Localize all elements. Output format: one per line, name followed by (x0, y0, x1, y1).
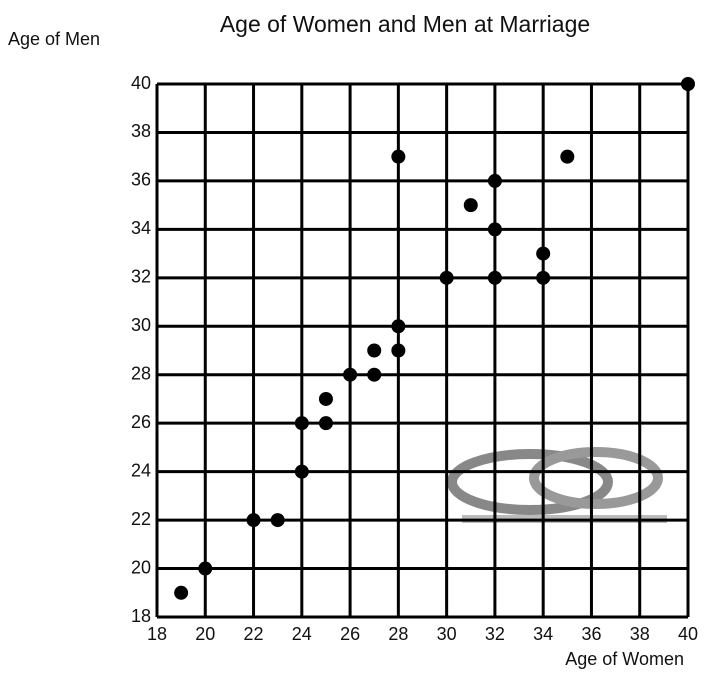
point (487, 222, 502, 237)
y-tick-label: 26 (131, 412, 151, 432)
y-tick-label: 24 (131, 460, 151, 480)
point (536, 270, 551, 285)
y-tick-label: 20 (131, 557, 151, 577)
chart-title: Age of Women and Men at Marriage (220, 11, 590, 37)
y-tick-label: 28 (131, 363, 151, 383)
y-tick-label: 30 (131, 315, 151, 335)
y-axis-label: Age of Men (8, 29, 100, 49)
point (174, 585, 189, 600)
y-tick-label: 34 (131, 218, 151, 238)
x-tick-label: 34 (533, 624, 553, 644)
y-tick-label: 22 (131, 509, 151, 529)
point (318, 391, 333, 406)
point (391, 319, 406, 334)
x-tick-label: 36 (581, 624, 601, 644)
y-tick-label: 40 (131, 73, 151, 93)
x-tick-label: 18 (147, 624, 167, 644)
x-tick-label: 40 (678, 624, 698, 644)
point (294, 464, 309, 479)
x-tick-label: 32 (485, 624, 505, 644)
point (294, 416, 309, 431)
y-tick-label: 18 (131, 606, 151, 626)
y-tick-label: 32 (131, 267, 151, 287)
x-tick-label: 22 (244, 624, 264, 644)
point (391, 149, 406, 164)
x-tick-label: 38 (630, 624, 650, 644)
x-tick-label: 20 (195, 624, 215, 644)
point (318, 416, 333, 431)
point (536, 246, 551, 261)
point (198, 561, 213, 576)
x-tick-label: 28 (388, 624, 408, 644)
point (367, 367, 382, 382)
point (391, 343, 406, 358)
y-tick-label: 38 (131, 121, 151, 141)
x-tick-label: 24 (292, 624, 312, 644)
point (560, 149, 575, 164)
point (367, 343, 382, 358)
point (463, 198, 478, 213)
point (439, 270, 454, 285)
point (246, 513, 261, 528)
point (487, 270, 502, 285)
point (343, 367, 358, 382)
x-axis-label: Age of Women (565, 649, 684, 669)
y-tick-label: 36 (131, 170, 151, 190)
point (681, 77, 695, 91)
x-tick-label: 26 (340, 624, 360, 644)
point (270, 513, 285, 528)
rings-illustration (447, 447, 667, 523)
x-tick-label: 30 (437, 624, 457, 644)
point (487, 173, 502, 188)
